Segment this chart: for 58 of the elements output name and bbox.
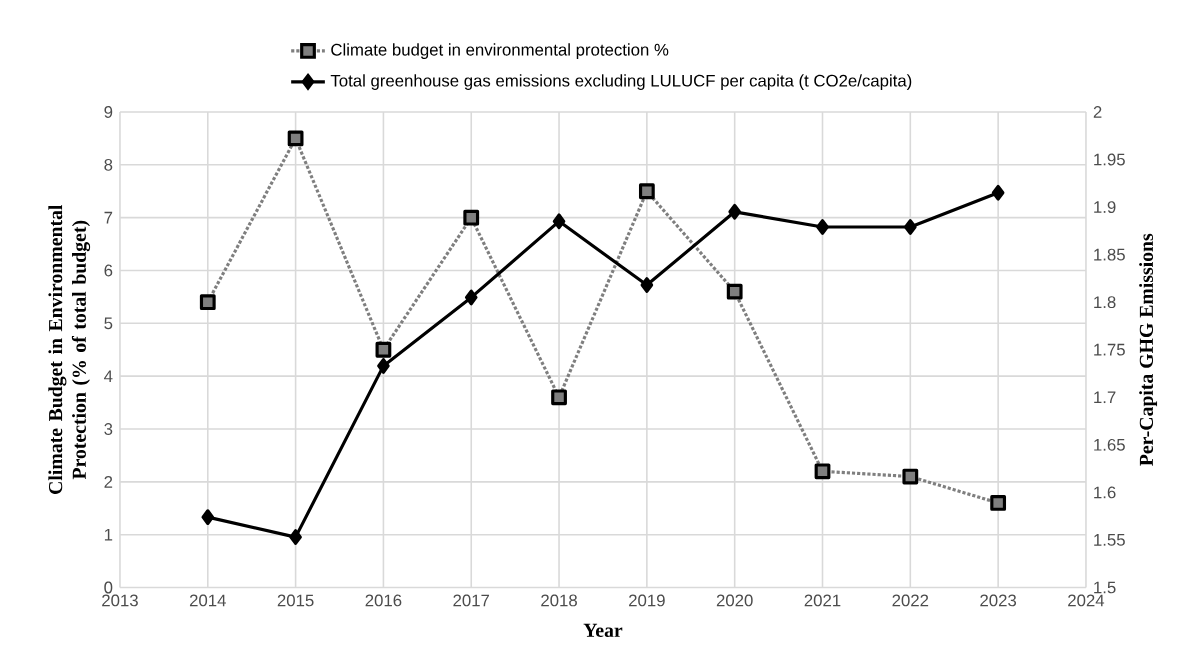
- x-tick-label: 2016: [365, 594, 402, 607]
- y2-tick-label: 1.7: [1094, 391, 1116, 404]
- x-tick-label: 2018: [541, 594, 577, 607]
- x-tick-label: 2024: [1068, 594, 1105, 607]
- y-tick-label: 0: [104, 581, 113, 594]
- y-tick-label: 5: [104, 317, 113, 330]
- point: [289, 529, 302, 546]
- x-tick-label: 2019: [629, 594, 665, 607]
- y-tick-label: 9: [104, 106, 113, 119]
- x-tick-label: 2022: [892, 594, 929, 607]
- y2-tick-label: 1.95: [1094, 153, 1125, 166]
- legend-label: Climate budget in environmental protection %: [331, 43, 669, 60]
- point: [990, 495, 1007, 511]
- y-tick-label: 7: [104, 211, 113, 224]
- x-axis-title: Year: [583, 623, 623, 638]
- x-tick-label: 2021: [804, 594, 841, 607]
- point: [199, 294, 216, 311]
- y-tick-label: 4: [104, 370, 113, 383]
- x-tick-label: 2015: [277, 594, 314, 607]
- point: [904, 219, 917, 236]
- point: [991, 185, 1005, 201]
- point: [726, 283, 743, 300]
- point: [816, 219, 829, 236]
- point: [201, 509, 215, 526]
- x-tick-label: 2020: [716, 594, 753, 607]
- x-tick-label: 2023: [980, 594, 1017, 607]
- y2-tick-label: 1.6: [1094, 486, 1116, 499]
- y2-tick-label: 1.75: [1094, 343, 1125, 356]
- point: [551, 389, 567, 406]
- y2-tick-label: 1.85: [1094, 248, 1125, 261]
- point: [814, 463, 831, 480]
- point: [463, 209, 480, 226]
- y-tick-label: 3: [104, 423, 113, 436]
- point: [902, 468, 919, 485]
- point: [464, 289, 478, 306]
- y2-tick-label: 1.55: [1094, 534, 1125, 546]
- y2-tick-label: 2: [1093, 106, 1102, 118]
- point: [638, 183, 655, 200]
- y-tick-label: 1: [104, 529, 113, 541]
- point: [640, 277, 654, 294]
- x-tick-label: 2014: [189, 594, 226, 607]
- legend-label: Total greenhouse gas emissions excluding LULUCF per capita (t CO2e/capita): [330, 74, 912, 91]
- y-tick-label: 6: [104, 264, 113, 277]
- point: [377, 358, 390, 374]
- y-tick-label: 2: [104, 476, 113, 488]
- y2-tick-label: 1.65: [1094, 439, 1125, 451]
- point: [728, 204, 742, 220]
- x-tick-label: 2013: [102, 594, 138, 607]
- y-tick-label: 8: [104, 158, 113, 171]
- y2-tick-label: 1.9: [1094, 201, 1116, 214]
- point: [375, 341, 392, 358]
- y2-axis-title: Per-Capita GHG Emissions: [1139, 233, 1158, 466]
- y2-tick-label: 1.8: [1094, 296, 1116, 309]
- point: [287, 130, 304, 147]
- y2-tick-label: 1.5: [1094, 581, 1116, 594]
- y-axis-title: Climate Budget in Environmental Protection (% of total budget): [48, 205, 91, 495]
- x-tick-label: 2017: [453, 594, 490, 607]
- point: [552, 213, 566, 230]
